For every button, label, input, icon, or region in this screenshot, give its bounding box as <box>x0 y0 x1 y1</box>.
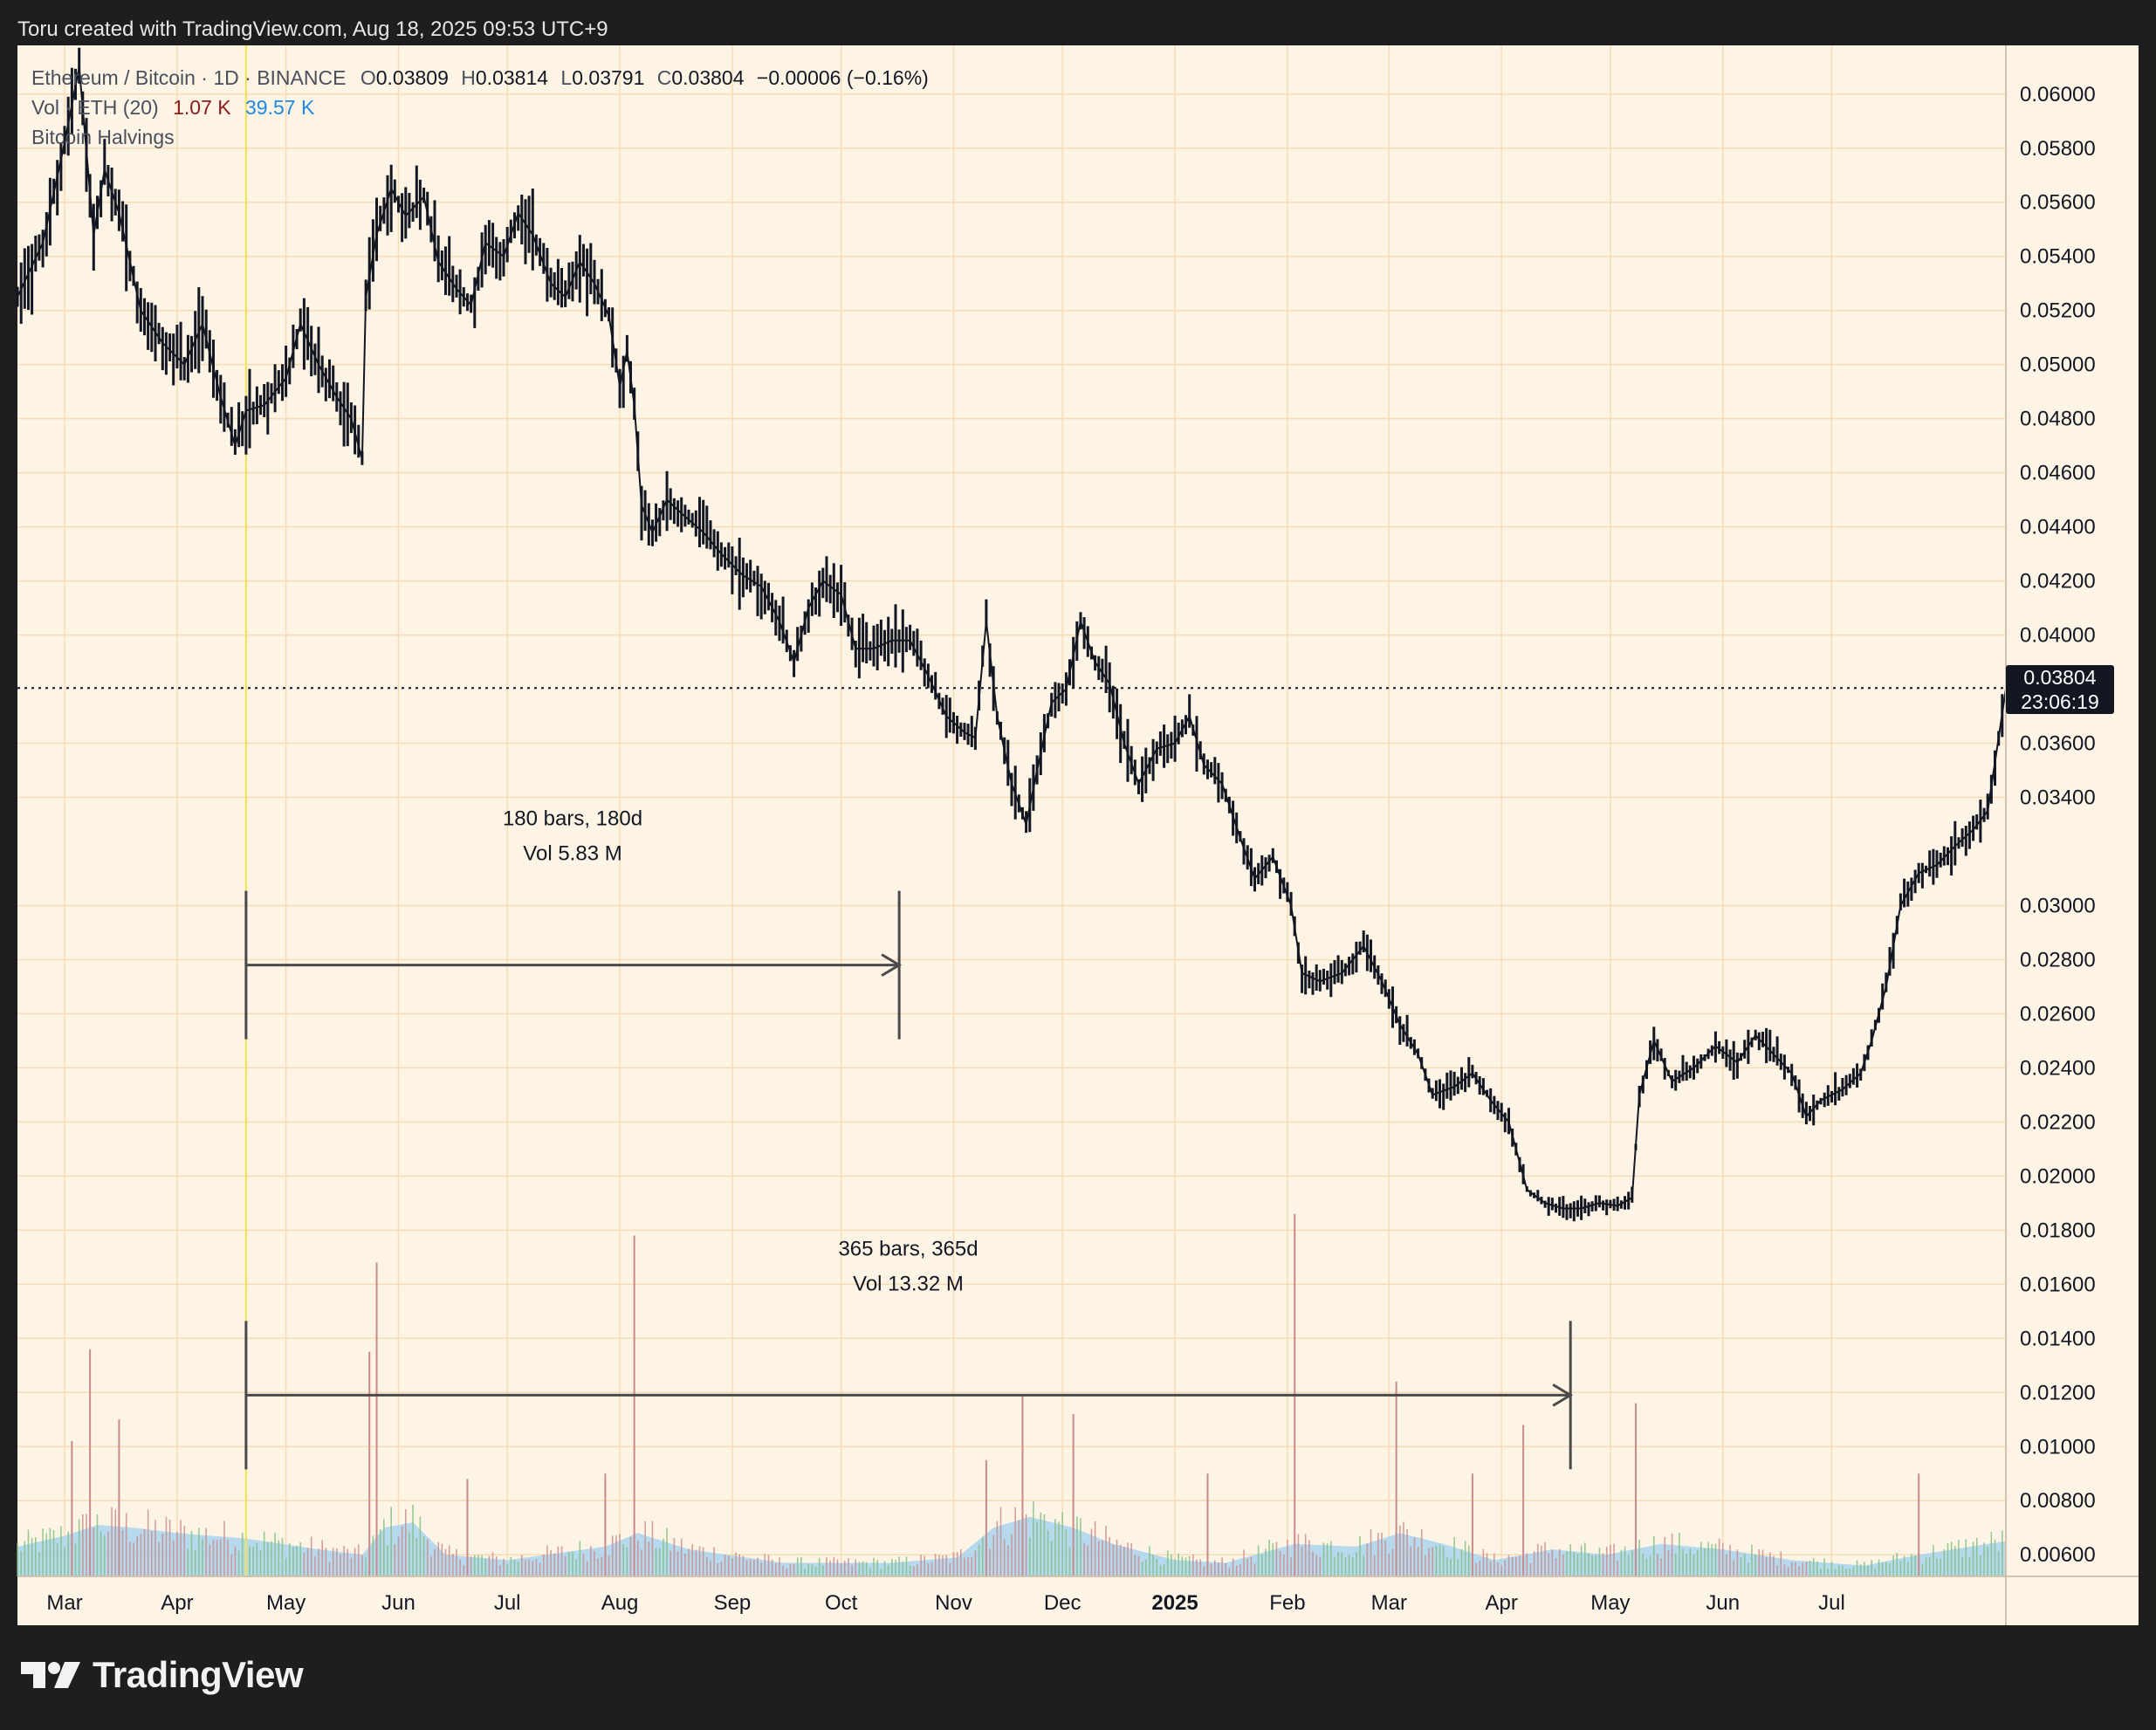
ohlc-high: H0.03814 <box>461 66 549 89</box>
x-tick-label: Jul <box>494 1591 521 1615</box>
measure-volume-label: Vol 5.83 M <box>523 842 621 866</box>
measurement-tools[interactable]: 180 bars, 180d Vol 5.83 M 365 bars, 365d Vo… <box>244 807 1574 1470</box>
y-tick-label: 0.04400 <box>2020 516 2096 539</box>
x-tick-label: Jul <box>1818 1591 1845 1615</box>
y-tick-label: 0.04000 <box>2020 624 2096 648</box>
x-tick-label: Nov <box>935 1591 972 1615</box>
tradingview-logo-icon <box>21 1662 80 1688</box>
x-tick-label: Apr <box>161 1591 193 1615</box>
x-tick-label: Jun <box>1706 1591 1740 1615</box>
grid <box>17 45 2006 1576</box>
y-tick-label: 0.01000 <box>2020 1435 2096 1459</box>
y-tick-label: 0.06000 <box>2020 83 2096 106</box>
y-tick-label: 0.03400 <box>2020 786 2096 810</box>
tradingview-wordmark: TradingView <box>93 1654 304 1695</box>
y-tick-label: 0.02400 <box>2020 1056 2096 1080</box>
date-range-measure[interactable]: 180 bars, 180d Vol 5.83 M <box>244 807 903 1040</box>
y-tick-label: 0.05200 <box>2020 299 2096 323</box>
x-tick-label: Feb <box>1269 1591 1305 1615</box>
y-tick-label: 0.05800 <box>2020 137 2096 161</box>
measure-arrowhead <box>1552 1383 1574 1407</box>
halvings-legend[interactable]: Bitcoin Halvings <box>31 126 175 148</box>
y-tick-label: 0.04800 <box>2020 408 2096 431</box>
measure-bars-label: 365 bars, 365d <box>838 1237 978 1260</box>
price-change: −0.00006 (−0.16%) <box>756 66 929 89</box>
price-axis: 0.06000 0.05800 0.05600 0.05400 0.05200 0.050… <box>2020 83 2096 1567</box>
y-tick-label: 0.02800 <box>2020 948 2096 971</box>
y-tick-label: 0.05600 <box>2020 191 2096 215</box>
y-tick-label: 0.02200 <box>2020 1110 2096 1134</box>
x-tick-label: 2025 <box>1151 1591 1198 1615</box>
chart-background <box>17 45 2139 1625</box>
tradingview-logo[interactable]: TradingView <box>19 1654 304 1696</box>
x-tick-label: Mar <box>1371 1591 1407 1615</box>
y-tick-label: 0.03600 <box>2020 732 2096 756</box>
ohlc-close: C0.03804 <box>656 66 745 89</box>
chart-legend: Ethereum / Bitcoin · 1D · BINANCE O0.038… <box>31 66 929 90</box>
measure-volume-label: Vol 13.32 M <box>853 1272 964 1295</box>
y-tick-label: 0.01600 <box>2020 1273 2096 1296</box>
y-tick-label: 0.04200 <box>2020 570 2096 594</box>
measure-bars-label: 180 bars, 180d <box>503 807 642 831</box>
x-tick-label: Jun <box>381 1591 415 1615</box>
volume-label[interactable]: Vol · ETH (20) <box>31 96 159 119</box>
volume-ma-value: 39.57 K <box>245 96 315 119</box>
price-axis-background[interactable] <box>2006 45 2139 1625</box>
bar-countdown: 23:06:19 <box>2006 690 2114 714</box>
y-tick-label: 0.00800 <box>2020 1489 2096 1513</box>
volume-legend: Vol · ETH (20) 1.07 K 39.57 K <box>31 96 314 120</box>
y-tick-label: 0.02600 <box>2020 1002 2096 1026</box>
volume-value: 1.07 K <box>173 96 231 119</box>
chart-caption: Toru created with TradingView.com, Aug 1… <box>17 17 608 41</box>
time-axis[interactable]: Mar Apr May Jun Jul Aug Sep Oct Nov Dec 2025 Feb Mar… <box>46 1591 1844 1615</box>
x-tick-label: Aug <box>601 1591 639 1615</box>
measure-arrowhead <box>881 953 903 977</box>
y-tick-label: 0.04600 <box>2020 462 2096 485</box>
volume-pane <box>17 1213 2007 1576</box>
date-range-measure[interactable]: 365 bars, 365d Vol 13.32 M <box>244 1237 1574 1470</box>
x-tick-label: May <box>266 1591 306 1615</box>
price-series <box>16 47 2007 1222</box>
y-tick-label: 0.05400 <box>2020 245 2096 269</box>
price-line <box>17 66 2007 1210</box>
x-tick-label: Sep <box>714 1591 752 1615</box>
ohlc-low: L0.03791 <box>560 66 645 89</box>
last-price-tag: 0.03804 <box>2006 665 2114 690</box>
symbol-title[interactable]: Ethereum / Bitcoin · 1D · BINANCE <box>31 66 347 89</box>
x-tick-label: Apr <box>1486 1591 1518 1615</box>
x-tick-label: Dec <box>1044 1591 1081 1615</box>
y-tick-label: 0.00600 <box>2020 1543 2096 1567</box>
y-tick-label: 0.01800 <box>2020 1219 2096 1242</box>
x-tick-label: May <box>1590 1591 1630 1615</box>
y-tick-label: 0.05000 <box>2020 354 2096 377</box>
y-tick-label: 0.03000 <box>2020 894 2096 917</box>
x-tick-label: Oct <box>825 1591 858 1615</box>
y-tick-label: 0.02000 <box>2020 1164 2096 1188</box>
y-tick-label: 0.01200 <box>2020 1381 2096 1404</box>
x-tick-label: Mar <box>46 1591 82 1615</box>
y-tick-label: 0.01400 <box>2020 1327 2096 1350</box>
ohlc-open: O0.03809 <box>360 66 449 89</box>
